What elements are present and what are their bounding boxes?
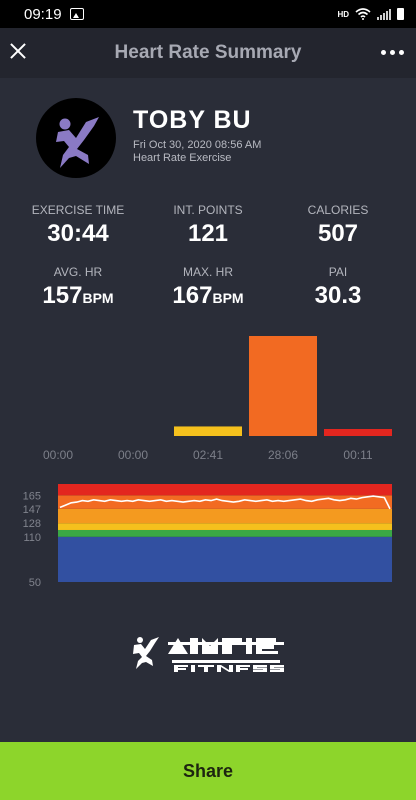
- avatar: [36, 98, 116, 178]
- stat-value: 30.3: [314, 282, 362, 309]
- stat-pai: PAI 30.3: [273, 265, 403, 310]
- stat-label: PAI: [328, 265, 348, 279]
- user-name: TOBY BU: [133, 106, 252, 134]
- battery-icon: [397, 8, 404, 20]
- share-button[interactable]: Share: [0, 742, 416, 800]
- hr-axis-tick: 110: [23, 532, 41, 544]
- zone-bar: [324, 429, 392, 436]
- more-options-icon[interactable]: [381, 50, 404, 55]
- wifi-icon: [355, 8, 371, 20]
- signal-icon: [377, 8, 391, 20]
- hd-badge: HD: [337, 9, 349, 19]
- hr-axis-tick: 50: [29, 577, 41, 589]
- hr-zone-band: [58, 536, 392, 582]
- stat-value: 507: [317, 220, 359, 247]
- zone-time-label: 02:41: [193, 448, 223, 462]
- hr-series-line: [59, 495, 391, 510]
- close-icon[interactable]: [10, 43, 26, 59]
- hr-zone-band: [58, 523, 392, 530]
- stat-int-points: INT. POINTS 121: [143, 203, 273, 248]
- session-date: Fri Oct 30, 2020 08:56 AM: [133, 139, 262, 151]
- hr-zone-band: [58, 495, 392, 509]
- gallery-icon: [69, 8, 84, 20]
- zone-time-label: 28:06: [268, 448, 298, 462]
- anytime-fitness-logo: [133, 637, 284, 672]
- stat-max-hr: MAX. HR 167BPM: [143, 265, 273, 310]
- status-indicators: HD: [337, 8, 404, 20]
- page-title: Heart Rate Summary: [114, 42, 302, 63]
- app-bar: Heart Rate Summary: [0, 28, 416, 78]
- zone-time-bar-chart: 00:00 00:00 02:41 28:06 00:11: [43, 336, 392, 462]
- session-type: Heart Rate Exercise: [133, 152, 232, 164]
- stat-label: CALORIES: [307, 203, 369, 217]
- hr-axis-tick: 147: [23, 504, 41, 516]
- zone-time-label: 00:00: [43, 448, 73, 462]
- stat-value: 157BPM: [42, 282, 114, 309]
- hr-axis-tick: 165: [23, 490, 41, 502]
- stat-calories: CALORIES 507: [273, 203, 403, 248]
- runner-icon: [56, 117, 99, 168]
- stat-value: 167BPM: [172, 282, 244, 309]
- zone-bar: [249, 336, 317, 436]
- stat-exercise-time: EXERCISE TIME 30:44: [13, 203, 143, 248]
- hr-axis-tick: 128: [23, 518, 41, 530]
- stat-label: AVG. HR: [53, 265, 103, 279]
- stat-value: 121: [187, 220, 229, 247]
- stat-label: INT. POINTS: [173, 203, 243, 217]
- zone-bar: [174, 426, 242, 436]
- stat-value: 30:44: [47, 220, 109, 247]
- stat-label: EXERCISE TIME: [31, 203, 125, 217]
- hr-zone-band: [58, 508, 392, 524]
- zone-time-label: 00:11: [343, 448, 372, 462]
- hr-zone-band: [58, 529, 392, 537]
- stat-label: MAX. HR: [182, 265, 233, 279]
- stat-avg-hr: AVG. HR 157BPM: [13, 265, 143, 310]
- heart-rate-line-chart: 165 147 128 110 50: [23, 484, 392, 589]
- status-time: 09:19: [24, 5, 62, 23]
- hr-zone-band: [58, 484, 392, 496]
- status-bar: 09:19 HD: [0, 0, 416, 28]
- zone-time-label: 00:00: [118, 448, 148, 462]
